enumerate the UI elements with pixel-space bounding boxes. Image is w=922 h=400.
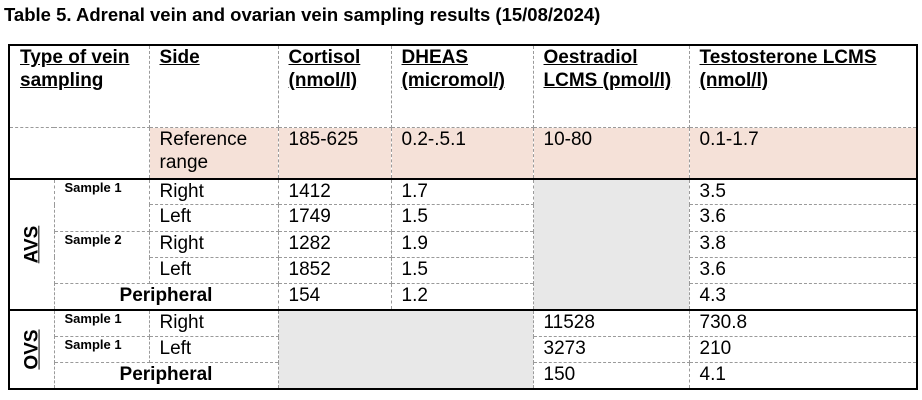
ovs-sample-1-label: Sample 1	[53, 309, 150, 337]
avs-peripheral-dheas: 1.2	[390, 283, 534, 311]
reference-dheas: 0.2-.5.1	[390, 127, 534, 180]
avs-oestradiol-empty	[532, 177, 690, 311]
avs-side: Left	[148, 256, 279, 285]
avs-peripheral-cortisol: 154	[277, 283, 392, 311]
avs-sample-2-label: Sample 2	[53, 230, 150, 285]
ovs-side: Right	[148, 309, 279, 337]
table-title: Table 5. Adrenal vein and ovarian vein s…	[4, 4, 601, 25]
header-oestradiol: Oestradiol LCMS (pmol/l)	[532, 44, 690, 129]
avs-peripheral-testosterone: 4.3	[688, 283, 918, 311]
avs-cortisol: 1412	[277, 177, 392, 206]
avs-side: Right	[148, 177, 279, 206]
ovs-row-1: OVS Sample 1 Right 11528 730.8	[8, 309, 918, 390]
avs-cortisol: 1282	[277, 230, 392, 258]
avs-dheas: 1.5	[390, 256, 534, 285]
sampling-results-table: Type of vein sampling Side Cortisol (nmo…	[8, 44, 919, 390]
ovs-peripheral-label: Peripheral	[53, 362, 279, 390]
avs-row-3: Sample 2 Right 1282 1.9 3.8	[9, 230, 918, 285]
avs-dheas: 1.7	[390, 177, 534, 206]
avs-dheas: 1.9	[390, 230, 534, 258]
header-testosterone: Testosterone LCMS (nmol/l)	[688, 44, 918, 129]
ovs-testosterone: 210	[688, 335, 918, 364]
avs-peripheral-label: Peripheral	[53, 283, 279, 311]
avs-testosterone: 3.5	[688, 177, 918, 206]
ovs-oestradiol: 3273	[532, 335, 690, 364]
avs-testosterone: 3.8	[688, 230, 918, 258]
ovs-cortisol-dheas-empty	[277, 309, 534, 390]
avs-cortisol: 1852	[277, 256, 392, 285]
avs-testosterone: 3.6	[688, 204, 918, 232]
ovs-group-label: OVS	[8, 309, 55, 390]
reference-testosterone: 0.1-1.7	[688, 127, 918, 180]
header-cortisol: Cortisol (nmol/l)	[277, 44, 392, 129]
header-type-of-vein-sampling: Type of vein sampling	[8, 44, 150, 129]
avs-row-2: Left 1749 1.5 3.6	[9, 204, 918, 232]
reference-oestradiol: 10-80	[532, 127, 690, 180]
ovs-peripheral-oestradiol: 150	[532, 362, 690, 390]
avs-dheas: 1.5	[390, 204, 534, 232]
header-side: Side	[148, 44, 279, 129]
reference-range-label: Reference range	[148, 127, 279, 180]
ovs-sample-1b-label: Sample 1	[53, 335, 150, 364]
header-dheas: DHEAS (micromol/)	[390, 44, 534, 129]
ovs-peripheral-testosterone: 4.1	[688, 362, 918, 390]
header-row: Type of vein sampling Side Cortisol (nmo…	[8, 44, 918, 129]
ovs-row-2: Sample 1 Left 3273 210	[9, 335, 918, 364]
avs-side: Left	[148, 204, 279, 232]
avs-group-label: AVS	[8, 177, 55, 311]
avs-peripheral-row: Peripheral 154 1.2 4.3	[9, 283, 918, 311]
reference-range-row: Reference range 185-625 0.2-.5.1 10-80 0…	[8, 127, 918, 180]
ovs-testosterone: 730.8	[688, 309, 918, 337]
ovs-side: Left	[148, 335, 279, 364]
avs-testosterone: 3.6	[688, 256, 918, 285]
ovs-peripheral-row: Peripheral 150 4.1	[9, 362, 918, 390]
avs-sample-1-label: Sample 1	[53, 177, 150, 232]
ovs-oestradiol: 11528	[532, 309, 690, 337]
avs-side: Right	[148, 230, 279, 258]
reference-cortisol: 185-625	[277, 127, 392, 180]
avs-row-1: AVS Sample 1 Right 1412 1.7 3.5	[8, 177, 918, 311]
reference-blank-cell	[8, 127, 150, 180]
avs-row-4: Left 1852 1.5 3.6	[9, 256, 918, 285]
avs-cortisol: 1749	[277, 204, 392, 232]
